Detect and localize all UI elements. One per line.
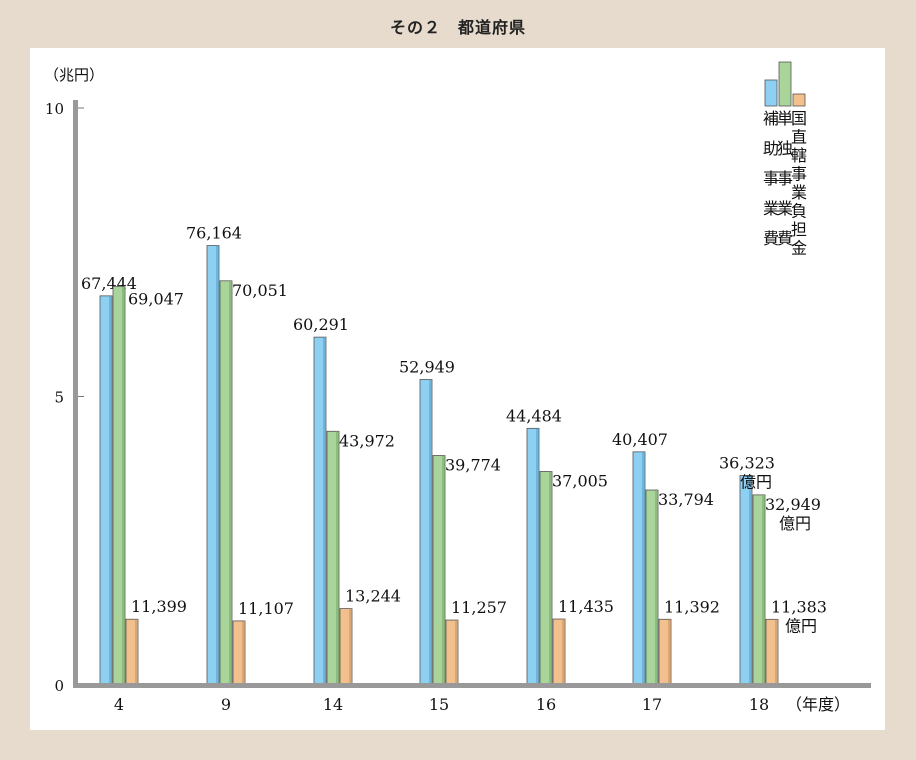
bar-shade	[642, 451, 645, 685]
x-tick-label: 14	[323, 695, 343, 714]
x-unit-label: （年度）	[786, 695, 850, 714]
data-label: 40,407	[612, 430, 668, 449]
legend-label: 業	[763, 199, 779, 218]
x-axis	[73, 683, 871, 688]
data-label: 11,399	[131, 597, 187, 616]
bar-shade	[762, 494, 765, 685]
bar-shade	[549, 471, 552, 685]
bar-shade	[216, 245, 219, 685]
x-tick-label: 4	[114, 695, 124, 714]
data-label: 43,972	[339, 431, 395, 450]
data-label: 11,383	[771, 597, 827, 616]
y-unit-label: （兆円）	[44, 66, 104, 84]
x-tick-label: 15	[429, 695, 449, 714]
y-tick-label: 0	[54, 677, 64, 695]
y-tick-label: 10	[45, 100, 64, 118]
data-unit-label: 億円	[779, 514, 811, 533]
data-label: 11,257	[451, 598, 507, 617]
bar-shade	[429, 379, 432, 685]
bar-shade	[122, 286, 125, 685]
bar-shade	[323, 337, 326, 685]
data-label: 60,291	[293, 315, 349, 334]
legend-label: 負	[791, 202, 807, 221]
legend-swatch	[764, 79, 778, 107]
data-label: 11,107	[238, 599, 294, 618]
legend-label: 担	[791, 220, 807, 239]
legend-label: 国	[791, 109, 807, 128]
legend-label: 金	[791, 239, 807, 258]
bar-shade	[229, 280, 232, 685]
legend-label: 費	[777, 229, 793, 248]
data-label: 37,005	[552, 471, 608, 490]
legend-swatch	[792, 93, 806, 107]
data-label: 39,774	[445, 456, 501, 475]
x-tick-label: 16	[536, 695, 556, 714]
y-axis	[73, 100, 78, 685]
data-unit-label: 億円	[740, 472, 772, 491]
legend-label: 補	[763, 109, 779, 128]
data-label: 52,949	[399, 357, 455, 376]
page-title: その２ 都道府県	[389, 18, 526, 37]
data-label: 69,047	[128, 290, 184, 309]
bar-shade	[109, 295, 112, 685]
legend-label: 助	[763, 139, 779, 158]
legend-label: 業	[791, 183, 807, 202]
bar-shade	[442, 455, 445, 685]
x-tick-label: 9	[221, 695, 231, 714]
data-label: 11,435	[558, 597, 614, 616]
data-label: 44,484	[506, 406, 562, 425]
legend-label: 単	[777, 109, 793, 128]
bar-shade	[349, 608, 352, 685]
x-tick-label: 18	[749, 695, 769, 714]
bar-shade	[655, 490, 658, 685]
data-label: 13,244	[345, 587, 401, 606]
bar-shade	[668, 619, 671, 685]
bar-shade	[775, 619, 778, 685]
legend-swatch	[778, 61, 792, 107]
legend-label: 事	[763, 169, 779, 188]
legend-label: 事	[791, 165, 807, 184]
legend-label: 独	[777, 139, 793, 158]
data-label: 70,051	[232, 281, 288, 300]
data-label: 36,323	[719, 453, 775, 472]
bar-shade	[455, 620, 458, 685]
data-unit-label: 億円	[785, 616, 817, 635]
bar-shade	[242, 620, 245, 685]
data-label: 32,949	[765, 495, 821, 514]
data-label: 11,392	[664, 597, 720, 616]
legend-label: 事	[777, 169, 793, 188]
legend-label: 直	[791, 128, 807, 147]
y-tick-label: 5	[54, 389, 64, 407]
legend-label: 轄	[791, 146, 807, 165]
bar-shade	[536, 428, 539, 685]
legend-label: 業	[777, 199, 793, 218]
bar-shade	[749, 475, 752, 685]
data-label: 33,794	[658, 490, 714, 509]
bar-shade	[336, 431, 339, 685]
x-tick-label: 17	[642, 695, 662, 714]
data-label: 76,164	[186, 224, 242, 243]
legend-label: 費	[763, 229, 779, 248]
bar-shade	[135, 619, 138, 685]
bar-shade	[562, 619, 565, 685]
